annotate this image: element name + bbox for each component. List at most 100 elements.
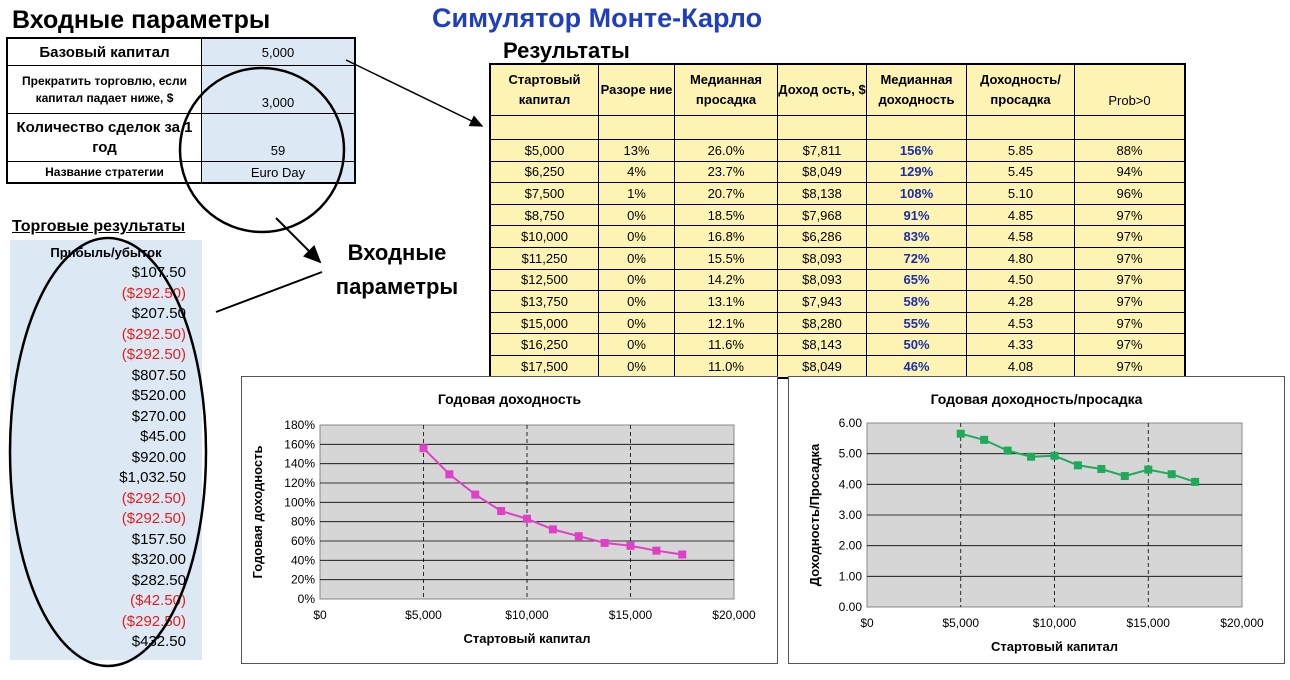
results-cell: 4.28 [966,290,1075,313]
results-cell: 97% [1074,268,1186,292]
results-cell: 0% [598,290,675,313]
base-capital-field[interactable]: 5,000 [201,37,356,66]
trade-value: ($42.50) [130,592,186,609]
results-cell: 97% [1074,290,1186,313]
results-cell: 0% [598,203,675,227]
trades-per-year-field[interactable]: 59 [201,113,356,162]
trade-value: ($292.50) [121,612,186,630]
trade-value: $320.00 [131,551,186,568]
results-cell: 108% [866,182,967,205]
arrow-to-note [275,217,322,264]
results-cell: $8,093 [777,268,867,292]
y-tick-label: 5.00 [839,447,863,461]
results-cell: 0% [598,354,675,379]
results-cell: 0% [598,268,675,292]
results-header-row: Стартовый капитал Разоре ние Медианная п… [489,63,1186,116]
results-cell: $7,943 [777,290,867,313]
results-cell: 4.53 [966,311,1075,335]
data-point [1097,465,1106,473]
results-cell: 0% [598,225,675,248]
y-tick-label: 180% [284,418,315,432]
results-cell: $8,750 [489,203,599,227]
results-cell: 58% [866,290,967,313]
trade-value: $807.50 [131,366,186,384]
data-point [419,444,428,453]
results-cell: 65% [866,268,967,292]
data-point [548,525,557,534]
param-label: Прекратить торговлю, если капитал падает… [6,65,202,114]
results-cell: $8,280 [777,311,867,335]
trade-value: ($292.50) [121,489,186,507]
y-tick-label: 40% [291,553,315,567]
x-tick-label: $5,000 [942,616,979,630]
results-cell: 96% [1074,182,1186,205]
param-label: Количество сделок за 1 год [6,113,202,162]
data-point [980,435,989,444]
page-title: Симулятор Монте-Карло [432,3,763,33]
results-cell: $16,250 [489,333,599,356]
results-cell: $11,250 [489,246,599,270]
results-cell: 16.8% [674,225,778,248]
x-tick-label: $20,000 [1220,616,1264,630]
results-cell: 18.5% [674,203,778,227]
y-tick-label: 20% [291,573,315,587]
results-cell: 97% [1074,203,1186,227]
results-cell: 4.50 [966,268,1075,292]
data-point [1167,470,1176,479]
trade-value: $520.00 [131,387,186,404]
strategy-name-field[interactable]: Euro Day [201,161,356,184]
results-cell: 83% [866,225,967,248]
data-point [626,541,635,550]
x-tick-label: $0 [860,616,874,630]
y-axis-label: Годовая доходность [250,446,265,579]
results-cell: $8,138 [777,182,867,205]
results-cell: 97% [1074,333,1186,356]
results-row: $8,750 0% 18.5% $7,968 91% 4.85 97% [489,203,1186,227]
results-cell: 0% [598,333,675,356]
results-cell: 94% [1074,160,1186,184]
y-tick-label: 80% [291,515,315,529]
results-cell: 72% [866,246,967,270]
results-cell: 50% [866,333,967,356]
return-drawdown-plot: 0.00 1.00 2.00 3.00 4.00 5.00 6.00 $0 $5,000 $10,… [807,416,1264,654]
data-point [1191,477,1200,486]
y-tick-label: 4.00 [839,477,863,491]
results-cell: 11.0% [674,354,778,379]
data-point [652,546,661,555]
results-cell: 11.6% [674,333,778,356]
data-point [678,550,687,559]
col-header-prob: Prob>0 [1074,63,1186,116]
results-cell: 4.58 [966,225,1075,248]
results-body: $5,000 13% 26.0% $7,811 156% 5.85 88% $6,250 4% 2… [489,115,1186,379]
param-row: Базовый капитал 5,000 [6,37,356,66]
results-row: $11,250 0% 15.5% $8,093 72% 4.80 97% [489,246,1186,270]
y-tick-label: 0.00 [839,600,863,614]
results-row: $5,000 13% 26.0% $7,811 156% 5.85 88% [489,139,1186,162]
col-header-return-drawdown: Доходность/ просадка [966,63,1075,116]
results-row: $17,500 0% 11.0% $8,049 46% 4.08 97% [489,354,1186,379]
trade-value: $432.50 [131,633,186,650]
x-tick-label: $15,000 [609,608,653,622]
results-cell: 12.1% [674,311,778,335]
trade-value: $1,032.50 [119,469,186,486]
data-point [956,429,965,438]
data-point [1050,451,1059,460]
results-cell: 13% [598,139,675,162]
results-cell: $7,811 [777,139,867,162]
results-cell: 97% [1074,311,1186,335]
annual-return-plot: 0% 20% 40% 60% 80% 100% 120% 140% 160% 180% $0 $5,0… [250,418,756,646]
stop-capital-field[interactable]: 3,000 [201,65,356,114]
data-point [1027,452,1036,461]
x-tick-label: $5,000 [405,608,442,622]
results-row: $10,000 0% 16.8% $6,286 83% 4.58 97% [489,225,1186,248]
y-tick-label: 140% [284,457,315,471]
results-cell: 23.7% [674,160,778,184]
y-tick-label: 1.00 [839,569,863,583]
results-cell: 97% [1074,225,1186,248]
trade-value: $207.50 [131,305,186,322]
results-cell: $7,968 [777,203,867,227]
data-point [1120,472,1129,481]
results-row: $16,250 0% 11.6% $8,143 50% 4.33 97% [489,333,1186,356]
x-tick-label: $20,000 [712,608,756,622]
trade-value: ($292.50) [121,510,186,527]
